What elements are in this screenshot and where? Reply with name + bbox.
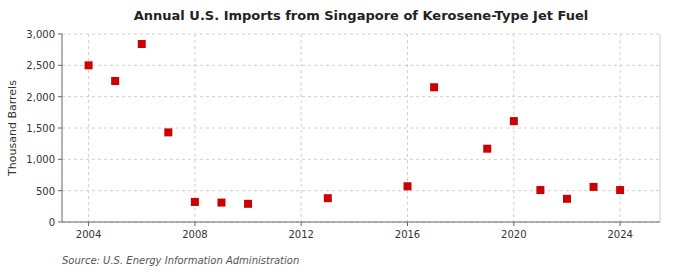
y-tick (58, 159, 62, 160)
point (563, 195, 571, 203)
page: {"chart_data": {"type": "scatter", "titl… (0, 0, 675, 275)
point (404, 182, 412, 190)
x-tick-label: 2020 (501, 229, 526, 240)
y-tick (58, 128, 62, 129)
y-grid-line (62, 128, 660, 129)
x-tick-label: 2016 (395, 229, 420, 240)
y-tick (58, 65, 62, 66)
point (244, 200, 252, 208)
x-tick (407, 222, 408, 226)
point (616, 186, 624, 194)
x-grid-line (194, 34, 195, 222)
y-grid-line (62, 222, 660, 223)
axes: 0 500 1,000 1,500 2,000 2,500 3,000 2004 2008 201… (26, 29, 660, 240)
y-grid-line (62, 190, 660, 191)
x-tick-label: 2008 (182, 229, 207, 240)
chart: Annual U.S. Imports from Singapore of Ke… (0, 0, 675, 275)
point (590, 183, 598, 191)
x-tick (301, 222, 302, 226)
y-grid-line (62, 34, 660, 35)
x-tick-label: 2024 (607, 229, 632, 240)
points (85, 40, 625, 208)
point (111, 77, 119, 85)
x-tick (620, 222, 621, 226)
point (138, 40, 146, 48)
y-tick-label: 2,500 (26, 60, 55, 71)
point (324, 194, 332, 202)
y-tick (58, 222, 62, 223)
y-tick (58, 34, 62, 35)
x-tick (513, 222, 514, 226)
point (510, 117, 518, 125)
plot-frame-right (660, 34, 661, 222)
y-grid-line (62, 65, 660, 66)
x-grid-line (407, 34, 408, 222)
y-tick-label: 1,000 (26, 154, 55, 165)
y-tick-label: 1,500 (26, 123, 55, 134)
grid (62, 34, 660, 222)
y-grid-line (62, 159, 660, 160)
y-tick-label: 3,000 (26, 29, 55, 40)
y-axis-label: Thousand Barrels (6, 80, 19, 177)
point (536, 186, 544, 194)
y-tick (58, 96, 62, 97)
x-tick-label: 2012 (288, 229, 313, 240)
point (85, 61, 93, 69)
y-tick-label: 500 (36, 186, 55, 197)
point (430, 83, 438, 91)
y-tick (58, 190, 62, 191)
title: Annual U.S. Imports from Singapore of Ke… (134, 8, 588, 23)
y-tick-label: 0 (49, 217, 55, 228)
x-tick (88, 222, 89, 226)
y-tick-label: 2,000 (26, 92, 55, 103)
y-axis-line (62, 34, 63, 222)
x-grid-line (513, 34, 514, 222)
point (483, 145, 491, 153)
point (164, 128, 172, 136)
x-tick-label: 2004 (76, 229, 101, 240)
point (191, 198, 199, 206)
y-grid-line (62, 96, 660, 97)
point (217, 199, 225, 207)
x-axis-line (62, 222, 660, 223)
x-grid-line (301, 34, 302, 222)
x-tick (194, 222, 195, 226)
source-note: Source: U.S. Energy Information Administ… (62, 255, 299, 266)
